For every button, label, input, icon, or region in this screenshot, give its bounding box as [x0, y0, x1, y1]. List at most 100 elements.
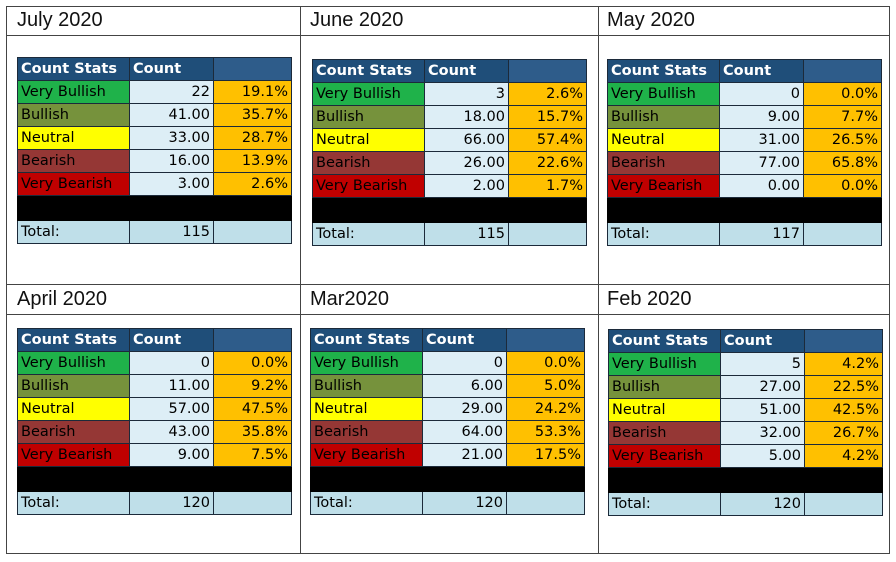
table-row: Very Bearish 0.00 0.0% — [607, 174, 882, 198]
header-label: Count Stats — [310, 328, 423, 352]
row-percent: 35.8% — [213, 420, 292, 444]
row-label: Very Bullish — [17, 80, 130, 104]
row-percent: 7.5% — [213, 443, 292, 467]
header-blank — [213, 328, 292, 352]
separator-bar-cell — [312, 197, 587, 223]
total-count: 120 — [129, 491, 214, 515]
row-percent: 17.5% — [506, 443, 585, 467]
row-percent: 1.7% — [508, 174, 587, 198]
table-row: Bearish 43.00 35.8% — [17, 420, 292, 444]
separator-bar — [17, 466, 292, 492]
stats-table: Count Stats Count Very Bullish 0 0.0% Bulli… — [310, 328, 585, 515]
stats-table: Count Stats Count Very Bullish 5 4.2% Bulli… — [608, 329, 883, 516]
row-label: Neutral — [17, 126, 130, 150]
header-label: Count Stats — [608, 329, 721, 353]
table-row: Very Bearish 3.00 2.6% — [17, 172, 292, 196]
separator-bar — [608, 467, 883, 493]
header-blank — [506, 328, 585, 352]
header-count: Count — [424, 59, 509, 83]
row-percent: 2.6% — [508, 82, 587, 106]
panel-title: May 2020 — [607, 9, 695, 31]
row-percent: 24.2% — [506, 397, 585, 421]
row-label: Bullish — [17, 103, 130, 127]
header-blank — [804, 329, 883, 353]
row-count: 41.00 — [129, 103, 214, 127]
table-row: Neutral 51.00 42.5% — [608, 398, 883, 422]
row-count: 0 — [129, 351, 214, 375]
row-percent: 2.6% — [213, 172, 292, 196]
row-label: Bearish — [310, 420, 423, 444]
total-label: Total: — [312, 222, 425, 246]
separator-bar — [17, 195, 292, 221]
separator-bar-cell — [607, 197, 882, 223]
row-count: 32.00 — [720, 421, 805, 445]
row-percent: 53.3% — [506, 420, 585, 444]
panel-title: April 2020 — [17, 288, 108, 310]
table-header: Count Stats Count — [607, 59, 882, 83]
separator-bar-cell — [17, 195, 292, 221]
row-label: Bearish — [17, 149, 130, 173]
table-row: Very Bullish 5 4.2% — [608, 352, 883, 376]
row-count: 5 — [720, 352, 805, 376]
table-header: Count Stats Count — [608, 329, 883, 353]
row-percent: 0.0% — [803, 82, 882, 106]
row-percent: 5.0% — [506, 374, 585, 398]
total-count: 115 — [129, 220, 214, 244]
row-count: 2.00 — [424, 174, 509, 198]
row-percent: 22.5% — [804, 375, 883, 399]
row-label: Very Bullish — [310, 351, 423, 375]
row-percent: 28.7% — [213, 126, 292, 150]
total-label: Total: — [17, 220, 130, 244]
header-blank — [803, 59, 882, 83]
separator-bar-cell — [310, 466, 585, 492]
panel-title: Mar2020 — [310, 288, 389, 310]
row-count: 3.00 — [129, 172, 214, 196]
row-count: 9.00 — [719, 105, 804, 129]
total-blank — [803, 222, 882, 246]
table-row: Neutral 33.00 28.7% — [17, 126, 292, 150]
total-count: 115 — [424, 222, 509, 246]
table-row: Bullish 9.00 7.7% — [607, 105, 882, 129]
row-percent: 42.5% — [804, 398, 883, 422]
row-percent: 26.7% — [804, 421, 883, 445]
total-blank — [506, 491, 585, 515]
header-count: Count — [129, 57, 214, 81]
row-count: 64.00 — [422, 420, 507, 444]
row-percent: 0.0% — [213, 351, 292, 375]
total-row: Total: 120 — [310, 491, 585, 515]
table-row: Bearish 64.00 53.3% — [310, 420, 585, 444]
row-count: 43.00 — [129, 420, 214, 444]
row-count: 3 — [424, 82, 509, 106]
header-count: Count — [720, 329, 805, 353]
row-count: 11.00 — [129, 374, 214, 398]
row-count: 29.00 — [422, 397, 507, 421]
total-blank — [213, 220, 292, 244]
row-label: Very Bearish — [17, 172, 130, 196]
row-label: Neutral — [608, 398, 721, 422]
row-count: 57.00 — [129, 397, 214, 421]
panel-title: June 2020 — [310, 9, 404, 31]
row-percent: 7.7% — [803, 105, 882, 129]
table-row: Very Bullish 0 0.0% — [310, 351, 585, 375]
row-percent: 26.5% — [803, 128, 882, 152]
total-row: Total: 120 — [608, 492, 883, 516]
table-row: Neutral 57.00 47.5% — [17, 397, 292, 421]
total-row: Total: 115 — [312, 222, 587, 246]
column-divider — [598, 7, 599, 553]
row-label: Neutral — [607, 128, 720, 152]
table-row: Bullish 6.00 5.0% — [310, 374, 585, 398]
row-label: Very Bullish — [607, 82, 720, 106]
row-label: Neutral — [310, 397, 423, 421]
table-row: Very Bullish 22 19.1% — [17, 80, 292, 104]
table-header: Count Stats Count — [312, 59, 587, 83]
row-label: Very Bearish — [310, 443, 423, 467]
row-label: Bearish — [607, 151, 720, 175]
row-count: 21.00 — [422, 443, 507, 467]
header-label: Count Stats — [17, 57, 130, 81]
total-count: 120 — [720, 492, 805, 516]
row-label: Very Bullish — [608, 352, 721, 376]
row-percent: 4.2% — [804, 352, 883, 376]
header-blank — [508, 59, 587, 83]
row-count: 0 — [422, 351, 507, 375]
row-percent: 47.5% — [213, 397, 292, 421]
